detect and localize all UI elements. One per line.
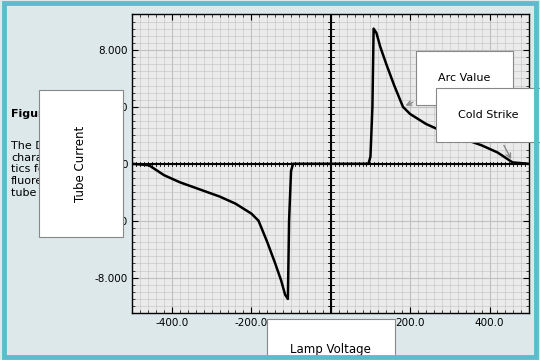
Text: Figure 8 -: Figure 8 -	[11, 109, 71, 119]
Text: Arc Value: Arc Value	[407, 73, 490, 105]
Text: The DC I/V
characteris-
tics for the
fluorescent
tube model.: The DC I/V characteris- tics for the flu…	[11, 141, 78, 198]
Text: Tube Current: Tube Current	[74, 126, 87, 202]
Text: Lamp Voltage: Lamp Voltage	[291, 343, 371, 356]
Text: Cold Strike: Cold Strike	[458, 110, 518, 158]
